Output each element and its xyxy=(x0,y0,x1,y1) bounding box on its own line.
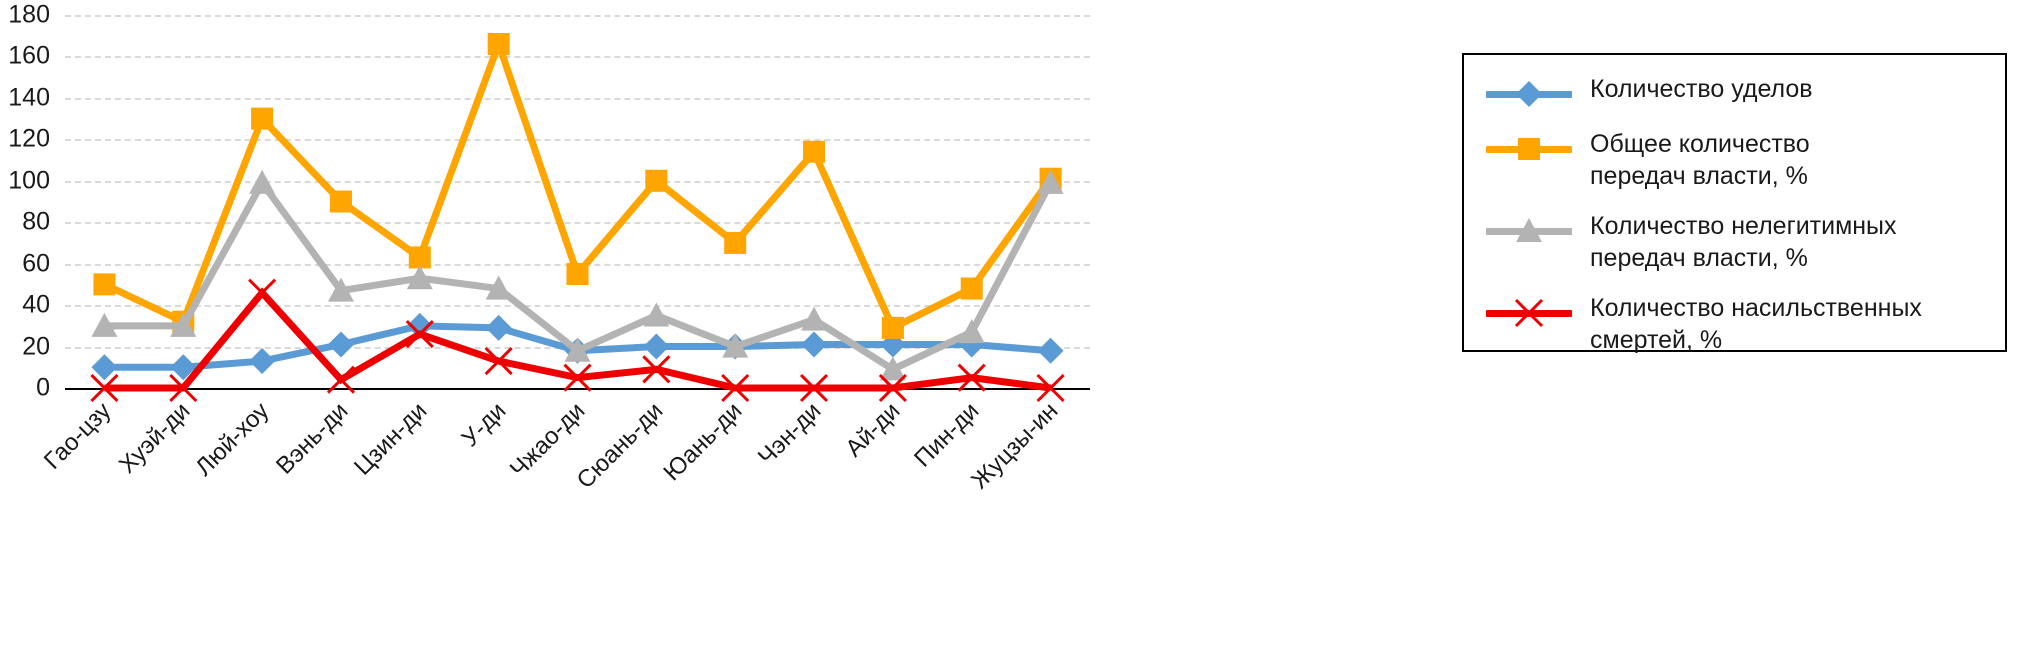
y-axis-tick-label: 40 xyxy=(22,290,50,319)
gridline xyxy=(65,139,1090,142)
data-point-cross xyxy=(90,373,119,403)
gridline xyxy=(65,222,1090,225)
data-point-cross xyxy=(563,363,592,392)
data-point-triangle xyxy=(249,169,276,194)
y-axis-tick-label: 80 xyxy=(22,207,50,236)
y-axis-tick-label: 180 xyxy=(8,0,50,29)
y-axis-tick-label: 100 xyxy=(8,166,50,195)
series-2 xyxy=(91,169,1064,381)
data-point-diamond xyxy=(91,354,118,381)
legend-item-3[interactable]: Количество насильственных смертей, % xyxy=(1486,292,1995,356)
legend-marker-square-icon xyxy=(1486,131,1572,165)
data-point-triangle xyxy=(643,302,670,327)
legend-label: Количество нелегитимных передач власти, % xyxy=(1590,212,1897,272)
data-point-triangle xyxy=(485,275,512,300)
data-point-square xyxy=(724,231,747,254)
legend-item-2[interactable]: Количество нелегитимных передач власти, % xyxy=(1486,210,1995,274)
y-axis-tick-label: 120 xyxy=(8,124,50,153)
data-point-diamond xyxy=(327,331,354,358)
data-point-triangle xyxy=(1516,218,1542,243)
data-point-cross xyxy=(405,320,434,349)
series-line xyxy=(102,33,1054,333)
chart-plot-container: 180 160 140 120 100 80 60 40 20 0 Гао-цзу Хуэй-ди Л… xyxy=(8,0,1090,494)
data-point-triangle xyxy=(564,337,591,362)
data-point-cross xyxy=(957,363,986,392)
data-point-cross xyxy=(484,347,513,376)
data-point-diamond xyxy=(485,314,512,341)
legend-label: Общее количество передач власти, % xyxy=(1590,130,1810,190)
data-point-diamond xyxy=(406,312,433,339)
legend-label: Количество уделов xyxy=(1590,75,1813,103)
data-point-cross xyxy=(642,355,671,384)
data-point-diamond xyxy=(643,333,670,360)
data-point-square xyxy=(251,107,274,130)
x-axis-line xyxy=(65,388,1090,390)
data-point-square xyxy=(408,246,431,269)
data-point-triangle xyxy=(327,277,354,302)
data-point-cross xyxy=(721,373,750,403)
data-point-triangle xyxy=(879,356,906,381)
data-point-diamond xyxy=(249,348,276,375)
legend-marker-diamond-icon xyxy=(1486,76,1572,110)
y-axis-tick-label: 140 xyxy=(8,83,50,112)
gridline xyxy=(65,56,1090,59)
gridline xyxy=(65,180,1090,183)
data-point-cross xyxy=(878,373,907,403)
data-point-triangle xyxy=(801,306,828,331)
data-point-diamond xyxy=(801,331,828,358)
chart-legend: Количество уделов Общее количество передач… xyxy=(1462,53,2007,354)
gridline xyxy=(65,305,1090,308)
data-point-diamond xyxy=(1516,81,1542,107)
series-1 xyxy=(93,33,1062,339)
data-point-square xyxy=(881,316,904,339)
data-point-square xyxy=(329,190,352,213)
data-point-cross xyxy=(326,365,356,394)
gridline xyxy=(65,97,1090,100)
data-point-square xyxy=(960,277,983,300)
data-point-triangle xyxy=(958,319,985,344)
data-point-cross xyxy=(1036,373,1065,403)
data-point-cross xyxy=(248,278,277,307)
legend-label: Количество насильственных смертей, % xyxy=(1590,294,1922,354)
y-axis-tick-label: 20 xyxy=(22,332,50,361)
data-point-triangle xyxy=(170,312,197,337)
data-point-triangle xyxy=(91,312,118,337)
series-3 xyxy=(90,278,1065,403)
legend-item-0[interactable]: Количество уделов xyxy=(1486,73,1995,110)
series-group xyxy=(90,33,1065,403)
data-point-square xyxy=(93,273,116,296)
data-point-square xyxy=(566,263,589,286)
legend-marker-cross-icon xyxy=(1486,295,1572,329)
data-point-square xyxy=(645,169,668,192)
gridline xyxy=(65,15,1090,17)
y-axis-tick-label: 160 xyxy=(8,41,50,70)
data-point-cross xyxy=(799,373,829,403)
data-point-diamond xyxy=(170,354,197,381)
y-axis-tick-label: 0 xyxy=(36,373,50,402)
data-point-square xyxy=(487,33,510,56)
data-point-triangle xyxy=(722,333,749,358)
data-point-cross xyxy=(169,373,198,403)
data-point-cross xyxy=(1514,298,1544,328)
legend-item-1[interactable]: Общее количество передач власти, % xyxy=(1486,128,1995,192)
data-point-square xyxy=(1518,138,1540,160)
data-point-square xyxy=(803,140,826,163)
data-point-diamond xyxy=(1037,337,1064,364)
legend-marker-triangle-icon xyxy=(1486,213,1572,247)
data-point-triangle xyxy=(1037,169,1064,194)
y-axis-tick-label: 60 xyxy=(22,249,50,278)
data-point-triangle xyxy=(406,265,433,290)
